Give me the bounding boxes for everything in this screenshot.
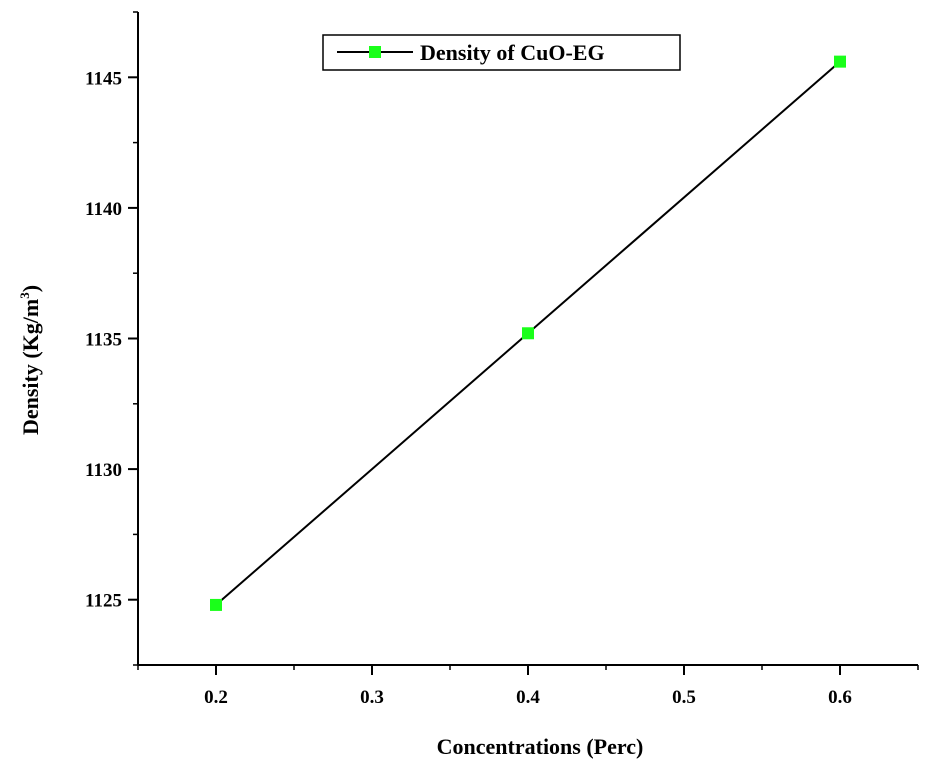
x-tick-label: 0.2 bbox=[204, 687, 228, 708]
x-tick-label: 0.5 bbox=[672, 687, 696, 708]
y-tick-label: 1130 bbox=[85, 460, 122, 481]
x-axis-ticks: 0.2 0.3 0.4 0.5 0.6 bbox=[137, 665, 919, 708]
x-axis-title: Concentrations (Perc) bbox=[437, 734, 644, 759]
data-point-marker bbox=[522, 327, 534, 340]
y-axis-title-close: ) bbox=[18, 285, 43, 292]
y-axis-title-main: Density (Kg/m bbox=[18, 299, 43, 435]
y-tick-label: 1140 bbox=[85, 199, 122, 220]
y-tick-label: 1135 bbox=[85, 330, 122, 351]
y-axis-ticks: 1125 1130 1135 1140 1145 bbox=[85, 11, 138, 666]
legend-label: Density of CuO-EG bbox=[420, 40, 605, 65]
x-tick-label: 0.4 bbox=[516, 687, 540, 708]
data-point-marker bbox=[210, 598, 222, 611]
y-tick-label: 1145 bbox=[85, 68, 122, 89]
legend-marker bbox=[369, 46, 381, 58]
legend: Density of CuO-EG bbox=[322, 34, 681, 71]
y-axis-title-superscript: 3 bbox=[17, 292, 32, 299]
y-tick-label: 1125 bbox=[85, 591, 122, 612]
series-layer bbox=[210, 55, 846, 611]
data-point-marker bbox=[834, 55, 846, 68]
x-tick-label: 0.3 bbox=[360, 687, 384, 708]
y-axis-title: Density (Kg/m3) bbox=[17, 285, 43, 435]
x-tick-label: 0.6 bbox=[828, 687, 852, 708]
